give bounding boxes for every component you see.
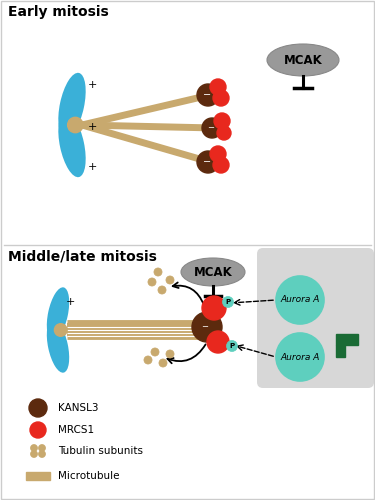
Text: MCAK: MCAK [284, 54, 322, 66]
Circle shape [29, 399, 47, 417]
Circle shape [166, 350, 174, 358]
Text: Aurora A: Aurora A [280, 352, 320, 362]
Circle shape [202, 296, 226, 320]
Bar [26, 472, 50, 480]
Circle shape [151, 348, 159, 356]
Text: −: − [203, 90, 211, 100]
Text: MCAK: MCAK [194, 266, 232, 278]
Circle shape [30, 444, 38, 452]
Circle shape [213, 157, 229, 173]
Circle shape [222, 296, 234, 308]
Ellipse shape [58, 112, 86, 177]
Circle shape [207, 331, 229, 353]
Circle shape [68, 118, 83, 132]
Circle shape [226, 340, 237, 351]
Circle shape [197, 84, 219, 106]
Bar [336, 334, 358, 345]
Text: Tubulin subunits: Tubulin subunits [58, 446, 143, 456]
Text: −: − [203, 157, 211, 167]
Text: P: P [230, 343, 235, 349]
Circle shape [210, 146, 226, 162]
Circle shape [158, 286, 166, 294]
Circle shape [197, 151, 219, 173]
Bar [336, 345, 345, 357]
Text: KANSL3: KANSL3 [58, 403, 99, 413]
Text: Microtubule: Microtubule [58, 471, 120, 481]
Circle shape [30, 422, 46, 438]
Circle shape [54, 324, 67, 336]
Circle shape [214, 113, 230, 129]
Text: +: + [87, 122, 97, 132]
Text: +: + [87, 80, 97, 90]
Ellipse shape [47, 288, 69, 341]
Ellipse shape [267, 44, 339, 76]
Text: MRCS1: MRCS1 [58, 425, 94, 435]
Text: −: − [201, 322, 208, 332]
Circle shape [144, 356, 152, 364]
Text: Middle/late mitosis: Middle/late mitosis [8, 250, 157, 264]
Circle shape [154, 268, 162, 276]
Text: P: P [225, 299, 231, 305]
Text: −: − [207, 124, 214, 132]
Circle shape [276, 276, 324, 324]
Circle shape [39, 444, 45, 452]
Text: +: + [87, 162, 97, 172]
Circle shape [276, 333, 324, 381]
Circle shape [159, 359, 167, 367]
Text: +: + [65, 297, 75, 307]
Text: Early mitosis: Early mitosis [8, 5, 109, 19]
Circle shape [148, 278, 156, 286]
Text: Aurora A: Aurora A [280, 296, 320, 304]
Circle shape [202, 118, 222, 138]
Circle shape [213, 90, 229, 106]
Circle shape [166, 276, 174, 284]
Ellipse shape [47, 320, 69, 372]
Circle shape [39, 450, 45, 458]
FancyBboxPatch shape [257, 248, 374, 388]
Circle shape [210, 79, 226, 95]
Circle shape [217, 126, 231, 140]
Ellipse shape [58, 73, 86, 138]
Circle shape [30, 450, 38, 458]
Circle shape [192, 312, 222, 342]
Ellipse shape [181, 258, 245, 286]
